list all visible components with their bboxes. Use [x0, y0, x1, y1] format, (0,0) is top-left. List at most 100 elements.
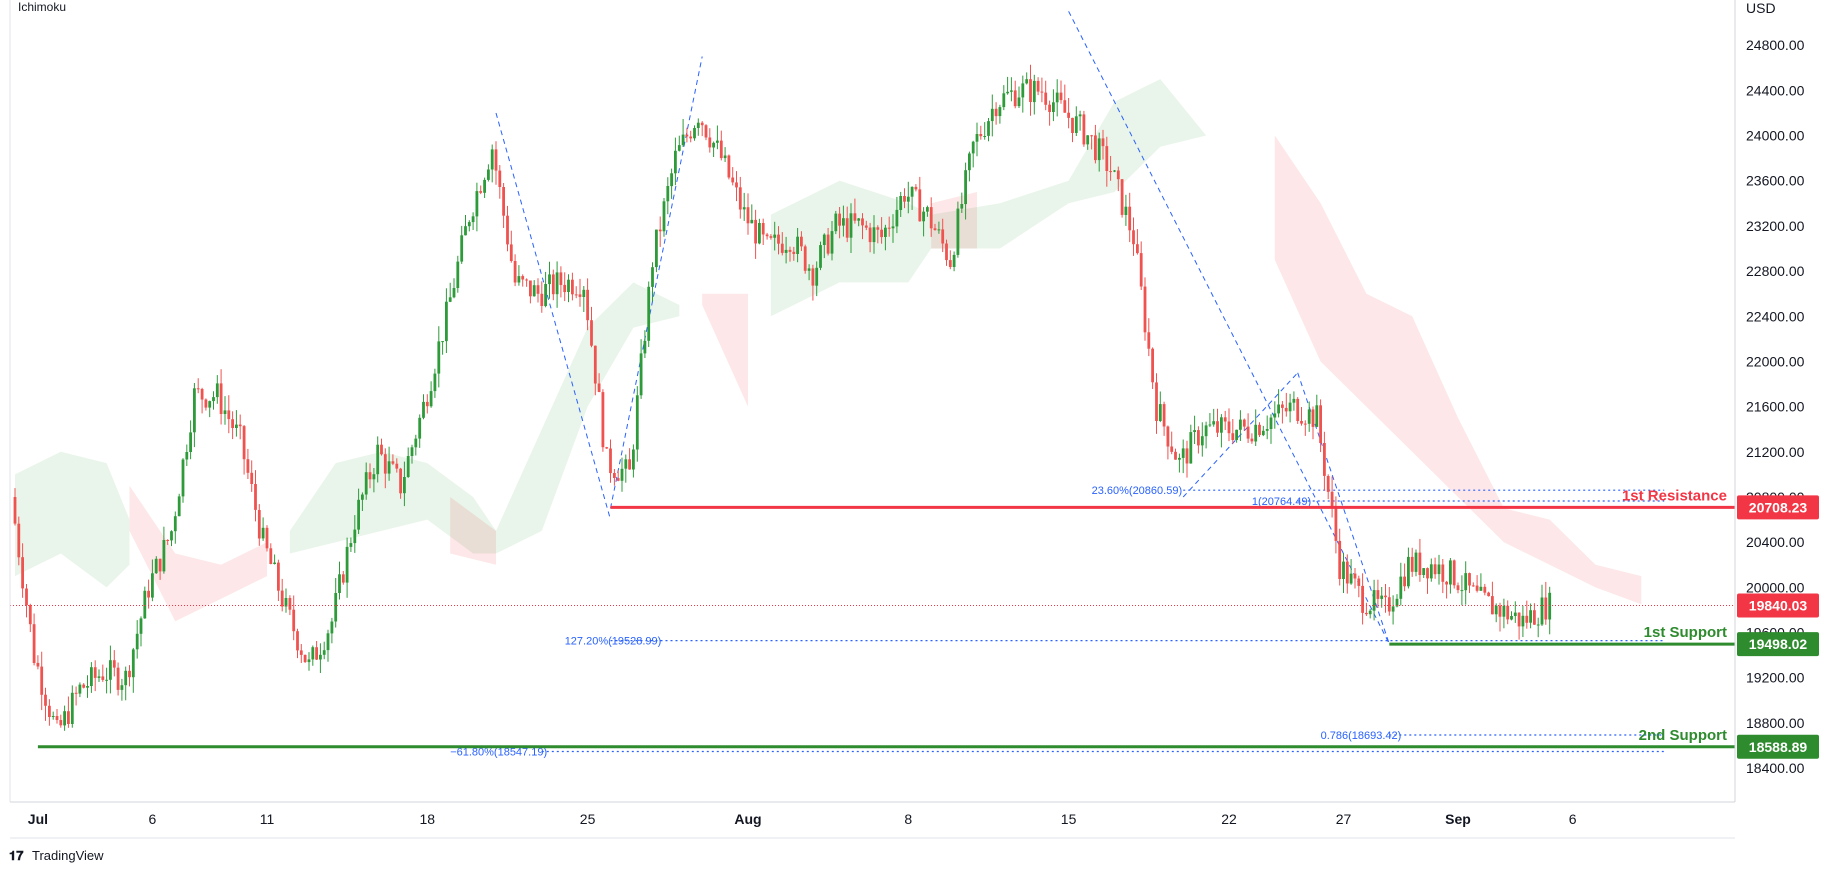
candle-body-384 — [1479, 586, 1483, 591]
candle-body-299 — [1155, 382, 1158, 421]
candle-body-165 — [643, 340, 647, 354]
candle-body-10 — [51, 716, 55, 717]
candle-body-314 — [1212, 421, 1216, 425]
candle-body-25 — [109, 660, 112, 680]
candle-body-14 — [67, 711, 70, 724]
candle-body-240 — [929, 207, 933, 229]
candle-body-380 — [1464, 573, 1468, 591]
candle-body-92 — [364, 472, 368, 495]
candle-body-173 — [674, 150, 677, 174]
candle-body-44 — [181, 459, 185, 497]
candle-body-391 — [1506, 605, 1510, 620]
candle-body-39 — [162, 540, 166, 572]
candle-body-118 — [464, 226, 467, 236]
candle-body-254 — [983, 136, 987, 137]
candle-body-53 — [215, 383, 219, 398]
candle-body-57 — [231, 419, 234, 428]
candle-body-117 — [460, 235, 464, 262]
candle-body-169 — [658, 229, 662, 232]
candle-body-383 — [1475, 585, 1479, 591]
candle-body-239 — [926, 207, 929, 212]
tradingview-logo[interactable]: 𝟏𝟕 TradingView — [9, 848, 104, 863]
candle-body-225 — [872, 227, 876, 243]
candle-body-193 — [750, 219, 754, 224]
candle-body-112 — [441, 341, 444, 343]
y-tick-12: 20000.00 — [1746, 579, 1805, 595]
candle-body-38 — [158, 558, 162, 572]
candle-body-50 — [204, 399, 208, 408]
candle-body-236 — [914, 186, 918, 190]
candle-body-370 — [1426, 568, 1429, 579]
candle-body-134 — [525, 279, 528, 281]
candle-body-105 — [414, 438, 418, 448]
cloud-red-2 — [702, 293, 748, 407]
candle-body-31 — [131, 649, 135, 678]
candle-body-229 — [887, 227, 891, 229]
candle-body-291 — [1124, 206, 1128, 215]
candle-body-393 — [1513, 612, 1517, 616]
candle-body-32 — [135, 633, 139, 650]
candle-body-5 — [32, 624, 36, 663]
candle-body-228 — [884, 227, 887, 237]
cloud-red-4 — [1274, 135, 1642, 605]
candle-body-182 — [708, 137, 712, 148]
level-2-tag-label: 18588.89 — [1749, 739, 1808, 755]
level-name-2: 2nd Support — [1639, 727, 1727, 744]
candle-body-152 — [593, 345, 597, 384]
candle-body-184 — [716, 140, 719, 143]
candle-body-322 — [1242, 419, 1246, 427]
candle-body-188 — [731, 177, 735, 183]
candle-body-120 — [471, 216, 475, 223]
y-tick-1: 24400.00 — [1746, 82, 1805, 98]
candle-body-247 — [956, 208, 960, 255]
candle-body-304 — [1174, 451, 1177, 460]
candle-body-192 — [746, 207, 750, 224]
candle-body-125 — [490, 149, 494, 170]
candle-body-168 — [655, 229, 658, 268]
candle-body-29 — [124, 670, 128, 686]
candle-body-20 — [90, 667, 93, 686]
candle-body-189 — [735, 182, 738, 188]
candle-body-208 — [807, 268, 811, 271]
fib-label-0: 23.60%(20860.59) — [1092, 485, 1183, 497]
candle-body-268 — [1036, 80, 1040, 92]
candle-body-185 — [719, 140, 723, 159]
indicator-label[interactable]: Ichimoku — [18, 0, 66, 14]
y-tick-6: 22400.00 — [1746, 308, 1805, 324]
candle-body-209 — [811, 268, 815, 286]
candle-body-197 — [765, 234, 769, 237]
candle-body-18 — [82, 684, 86, 688]
candle-body-305 — [1178, 457, 1181, 460]
candle-body-309 — [1193, 430, 1196, 432]
candle-body-196 — [761, 223, 765, 235]
candle-body-122 — [479, 191, 483, 193]
candle-body-211 — [819, 245, 822, 268]
candle-body-355 — [1368, 610, 1372, 615]
candle-body-60 — [242, 426, 246, 460]
candle-body-344 — [1326, 476, 1330, 492]
level-1-tag — [1737, 632, 1819, 657]
candle-body-93 — [368, 472, 372, 480]
candle-body-124 — [487, 169, 490, 180]
candle-body-252 — [975, 134, 979, 142]
candle-body-154 — [601, 392, 605, 448]
candle-body-234 — [906, 196, 910, 202]
candle-body-361 — [1391, 606, 1395, 612]
candle-body-395 — [1521, 615, 1525, 627]
candle-body-230 — [891, 226, 895, 229]
candle-body-28 — [120, 685, 124, 690]
candle-body-284 — [1097, 138, 1101, 161]
candle-body-376 — [1449, 560, 1452, 585]
candle-body-352 — [1357, 578, 1361, 586]
candle-body-327 — [1261, 430, 1265, 436]
x-tick-9: 27 — [1336, 811, 1352, 827]
current-price-tag — [1737, 593, 1819, 618]
x-tick-8: 22 — [1221, 811, 1237, 827]
candle-body-270 — [1044, 92, 1048, 105]
candle-body-279 — [1078, 114, 1082, 117]
candle-body-190 — [738, 187, 742, 210]
candle-body-96 — [380, 444, 383, 455]
candle-body-365 — [1407, 556, 1410, 587]
